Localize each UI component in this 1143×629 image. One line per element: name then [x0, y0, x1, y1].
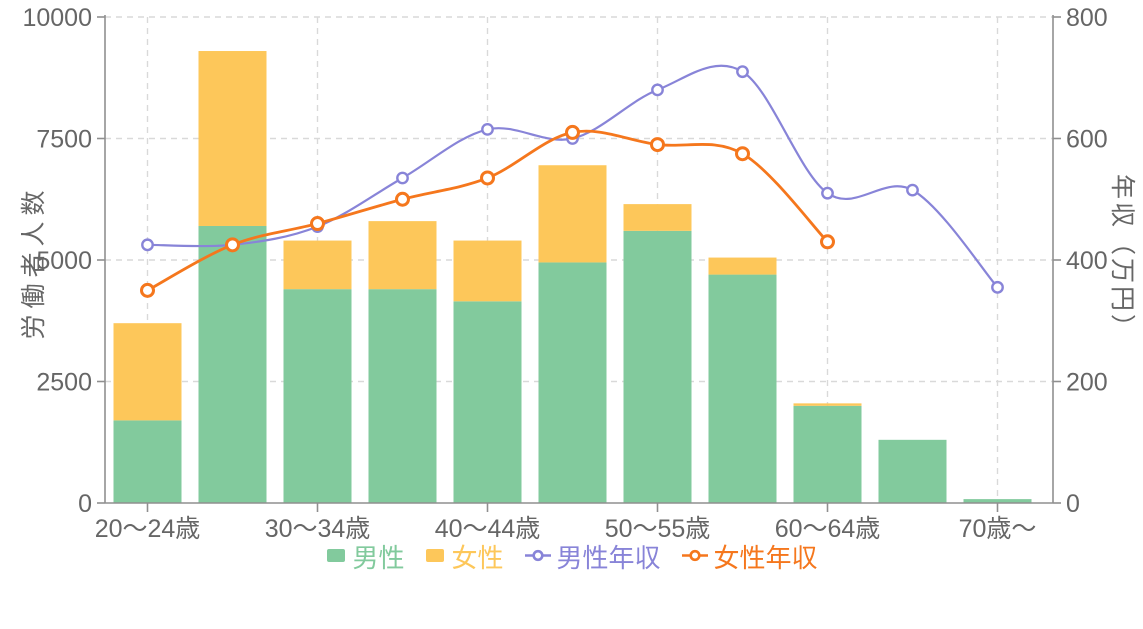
male-bar	[708, 274, 777, 503]
female-bar	[708, 257, 777, 275]
female-income-point	[480, 170, 495, 186]
male-bar	[198, 225, 267, 504]
female-bar	[453, 240, 522, 302]
male-income-point	[736, 65, 749, 79]
male-income-point	[481, 122, 494, 136]
female-income-point	[310, 216, 325, 232]
x-axis-tick-label: 40〜44歳	[435, 515, 541, 540]
chart-legend: 男性 女性 男性年収 女性年収	[0, 545, 1143, 571]
male-bar	[368, 289, 437, 503]
x-axis-tick-label: 20〜24歳	[95, 515, 201, 540]
right-axis-tick-label: 200	[1066, 369, 1108, 397]
male-income-point	[396, 171, 409, 185]
left-axis-tick-label: 2500	[36, 369, 92, 397]
bar-series	[113, 51, 1032, 504]
male-bar	[283, 289, 352, 503]
female-bar	[793, 403, 862, 406]
male-income-point	[906, 183, 919, 197]
legend-square-icon-male	[325, 546, 347, 570]
x-axis-tick-label: 50〜55歳	[605, 515, 711, 540]
right-axis-tick-label: 0	[1066, 490, 1080, 518]
female-bar	[198, 51, 267, 226]
female-income-point	[565, 124, 580, 140]
left-axis-tick-label: 0	[78, 490, 92, 518]
male-bar	[878, 439, 947, 503]
legend-label-male: 男性	[352, 543, 405, 573]
x-axis-tick-label: 60〜64歳	[775, 515, 881, 540]
right-axis-title: 年収（万円）	[1108, 173, 1136, 343]
legend-label-female-income: 女性年収	[713, 543, 818, 573]
female-bar	[623, 204, 692, 231]
male-bar	[963, 499, 1032, 503]
female-income-point	[820, 234, 835, 250]
chart-plot-area: 0 2500 5000 7500 10000 0 200 400 600 800 20〜24歳 30〜…	[22, 4, 1108, 543]
male-bar	[538, 262, 607, 503]
legend-item-female[interactable]: 女性	[424, 543, 504, 573]
male-income-point	[821, 186, 834, 200]
male-income-point	[141, 238, 154, 252]
female-income-point	[735, 146, 750, 162]
female-bar	[283, 240, 352, 290]
legend-line-icon-male-income	[524, 546, 552, 570]
legend-item-male[interactable]: 男性	[325, 545, 404, 571]
female-income-point	[140, 282, 155, 298]
legend-label-female: 女性	[451, 543, 504, 573]
left-axis-tick-label: 5000	[36, 247, 92, 275]
axes: 0 2500 5000 7500 10000 0 200 400 600 800 20〜24歳 30〜…	[22, 4, 1108, 543]
legend-item-female-income[interactable]: 女性年収	[681, 545, 818, 571]
female-bar	[368, 221, 437, 290]
left-axis-tick-label: 7500	[36, 126, 92, 154]
legend-square-icon-female	[424, 546, 446, 570]
x-axis-tick-label: 70歳〜	[959, 515, 1037, 540]
male-bar	[113, 420, 182, 503]
female-bar	[113, 323, 182, 421]
left-axis-title: 労働者人数	[20, 184, 48, 340]
female-income-line-series	[140, 124, 835, 298]
right-axis-tick-label: 400	[1066, 247, 1108, 275]
male-income-point	[991, 280, 1004, 294]
male-income-point	[651, 83, 664, 97]
female-bar	[538, 165, 607, 263]
male-bar	[623, 230, 692, 503]
right-axis-tick-label: 600	[1066, 126, 1108, 154]
x-axis-tick-label: 30〜34歳	[265, 515, 371, 540]
female-income-point	[650, 137, 665, 153]
female-income-point	[395, 191, 410, 207]
male-bar	[453, 301, 522, 503]
legend-item-male-income[interactable]: 男性年収	[524, 545, 661, 571]
male-bar	[793, 405, 862, 503]
legend-label-male-income: 男性年収	[556, 543, 661, 573]
right-axis-tick-label: 800	[1066, 4, 1108, 32]
female-income-point	[225, 237, 240, 253]
legend-line-icon-female-income	[681, 546, 709, 570]
left-axis-tick-label: 10000	[22, 4, 92, 32]
